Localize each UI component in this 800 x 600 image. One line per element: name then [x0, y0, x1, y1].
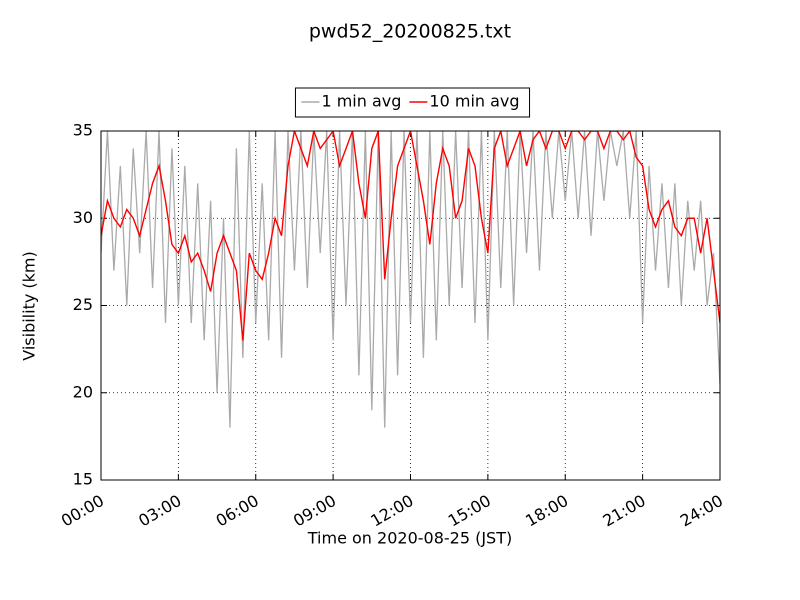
x-axis-label: Time on 2020-08-25 (JST): [307, 529, 512, 548]
x-tick-label: 03:00: [135, 491, 184, 531]
legend: 1 min avg 10 min avg: [294, 87, 531, 118]
x-tick-label: 21:00: [599, 491, 648, 531]
x-tick-label: 09:00: [290, 491, 339, 531]
series-line: [101, 131, 720, 428]
series-line: [101, 131, 720, 341]
legend-label: 1 min avg: [321, 92, 401, 111]
x-tick-label: 15:00: [445, 491, 494, 531]
y-axis-label: Visibility (km): [20, 251, 39, 360]
legend-label: 10 min avg: [429, 92, 519, 111]
x-tick-label: 18:00: [522, 491, 571, 531]
x-tick-label: 12:00: [367, 491, 416, 531]
plot-frame: [100, 130, 721, 481]
x-tick-label: 06:00: [213, 491, 262, 531]
chart-title: pwd52_20200825.txt: [309, 21, 511, 43]
x-tick-label: 24:00: [677, 491, 726, 531]
y-tick-label: 30: [73, 208, 93, 227]
x-tick-label: 00:00: [58, 491, 107, 531]
y-tick-label: 25: [73, 295, 93, 314]
y-tick-label: 35: [73, 121, 93, 140]
y-tick-label: 20: [73, 382, 93, 401]
y-tick-label: 15: [73, 470, 93, 489]
